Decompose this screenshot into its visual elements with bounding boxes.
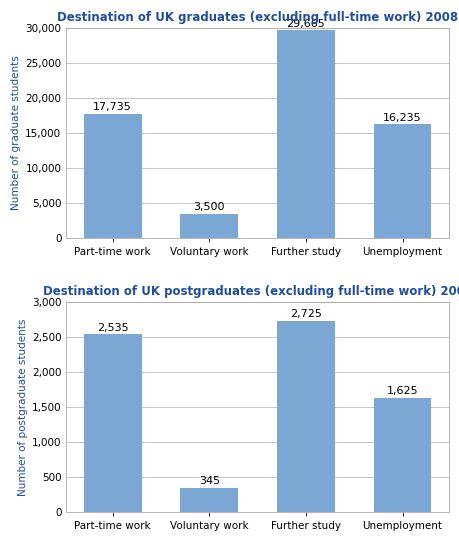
Text: 2,535: 2,535 (97, 322, 128, 333)
Bar (373, 398, 431, 512)
Title: Destination of UK postgraduates (excluding full-time work) 2008: Destination of UK postgraduates (excludi… (42, 285, 459, 298)
Text: 29,665: 29,665 (286, 19, 325, 29)
Bar (84, 334, 141, 512)
Text: 16,235: 16,235 (382, 113, 421, 122)
Text: 17,735: 17,735 (93, 102, 132, 112)
Text: 345: 345 (198, 476, 219, 486)
Bar (276, 321, 334, 512)
Bar (180, 214, 238, 238)
Bar (373, 125, 431, 238)
Bar (180, 488, 238, 512)
Y-axis label: Number of postgraduate students: Number of postgraduate students (17, 318, 28, 495)
Text: 3,500: 3,500 (193, 202, 224, 212)
Title: Destination of UK graduates (excluding full-time work) 2008: Destination of UK graduates (excluding f… (57, 11, 457, 24)
Text: 2,725: 2,725 (289, 309, 321, 319)
Bar (84, 114, 141, 238)
Y-axis label: Number of graduate students: Number of graduate students (11, 56, 21, 210)
Bar (276, 30, 334, 238)
Text: 1,625: 1,625 (386, 386, 417, 396)
